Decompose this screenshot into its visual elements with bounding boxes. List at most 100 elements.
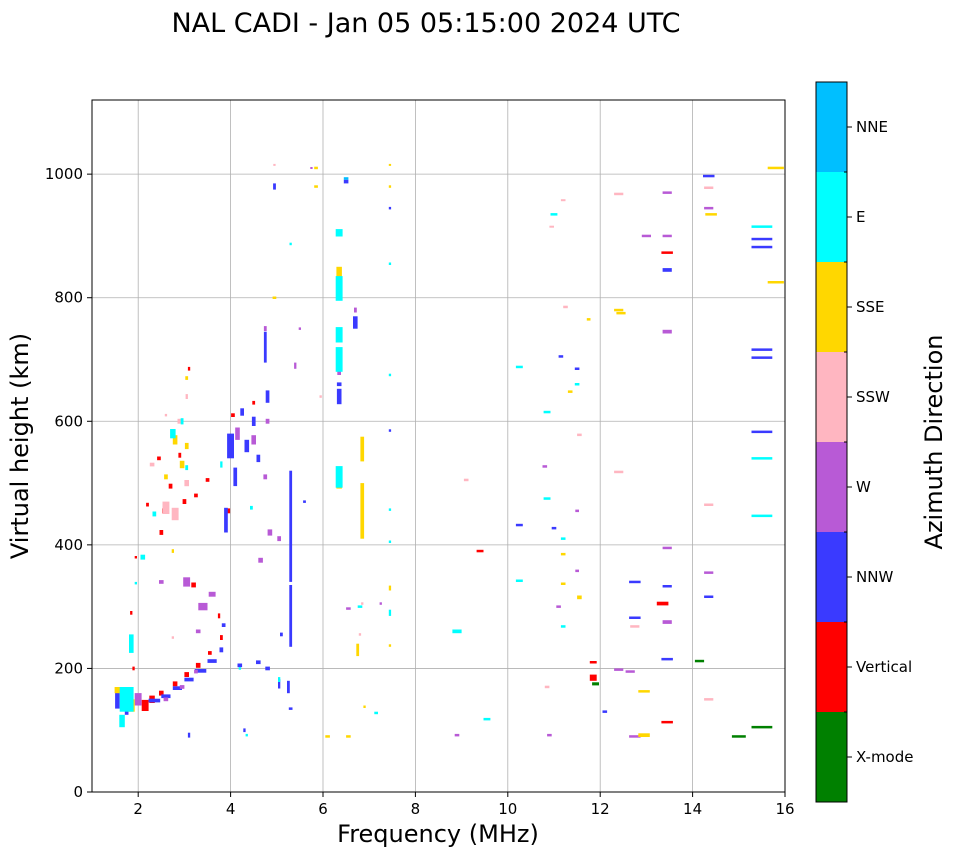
data-point — [544, 685, 550, 689]
data-point — [574, 383, 580, 386]
data-point — [346, 607, 351, 610]
colorbar-tick-label: NNW — [856, 568, 893, 586]
data-point — [179, 685, 185, 689]
data-point — [661, 657, 673, 661]
data-point — [343, 177, 349, 180]
data-point — [476, 549, 484, 553]
x-tick-label: 16 — [775, 800, 794, 818]
data-point — [374, 711, 378, 715]
data-point — [542, 465, 548, 468]
data-point — [220, 461, 223, 468]
data-point — [159, 580, 164, 584]
data-point — [336, 382, 342, 387]
data-point — [662, 329, 672, 334]
data-point — [751, 348, 773, 351]
data-point — [250, 505, 253, 510]
data-point — [185, 465, 189, 471]
data-point — [303, 500, 306, 503]
data-point — [602, 710, 608, 713]
y-tick-label: 600 — [54, 412, 83, 430]
data-point — [589, 674, 597, 681]
data-point — [567, 390, 573, 393]
data-point — [319, 395, 322, 398]
data-point — [483, 717, 491, 721]
data-point — [267, 529, 273, 536]
data-point — [220, 635, 223, 640]
data-point — [287, 680, 290, 694]
data-point — [195, 629, 201, 634]
data-point — [159, 530, 164, 535]
data-point — [129, 634, 134, 653]
data-point — [187, 366, 191, 371]
plot-area — [92, 100, 785, 792]
data-point — [159, 690, 164, 696]
data-point — [388, 429, 392, 432]
data-point — [134, 693, 142, 706]
data-point — [180, 418, 184, 425]
data-point — [357, 605, 363, 608]
data-point — [164, 413, 168, 417]
data-point — [265, 666, 270, 671]
data-point — [335, 229, 343, 237]
data-point — [187, 732, 191, 738]
data-point — [662, 191, 672, 194]
data-point — [171, 549, 174, 553]
data-point — [162, 501, 170, 514]
colorbar-segment — [816, 172, 847, 262]
data-point — [388, 508, 392, 511]
y-tick-label: 0 — [73, 783, 83, 801]
data-point — [148, 698, 161, 703]
data-point — [704, 698, 714, 701]
data-point — [560, 625, 566, 628]
data-point — [731, 735, 746, 738]
data-point — [146, 502, 149, 507]
data-point — [574, 367, 580, 370]
data-point — [194, 669, 198, 674]
data-point — [767, 281, 784, 284]
data-point — [662, 234, 672, 238]
data-point — [704, 186, 714, 189]
data-point — [363, 705, 366, 708]
colorbar-segment — [816, 712, 847, 802]
data-point — [577, 595, 582, 600]
data-point — [273, 163, 276, 166]
x-tick-label: 8 — [411, 800, 421, 818]
colorbar-segment — [816, 262, 847, 352]
data-point — [629, 580, 641, 584]
data-point — [205, 478, 210, 482]
data-point — [263, 331, 267, 363]
colorbar-segment — [816, 352, 847, 442]
data-point — [170, 429, 176, 439]
data-point — [256, 454, 261, 463]
data-point — [195, 662, 201, 668]
colorbar: X-mode Vertical NNW W SSW SSE E NNE — [815, 81, 913, 803]
data-point — [751, 430, 773, 434]
y-tick-label: 800 — [54, 289, 83, 307]
colorbar-tick-label: E — [856, 208, 865, 226]
data-point — [358, 633, 362, 636]
data-point — [134, 581, 137, 585]
data-point — [217, 613, 221, 619]
data-point — [235, 427, 240, 440]
data-point — [273, 183, 276, 190]
data-point — [252, 400, 256, 405]
data-point — [172, 681, 178, 687]
data-point — [289, 242, 292, 246]
data-point — [141, 699, 149, 711]
data-point — [543, 410, 551, 414]
data-point — [638, 733, 650, 737]
data-point — [353, 316, 358, 329]
data-point — [237, 663, 243, 668]
data-point — [515, 523, 523, 527]
data-point — [549, 225, 554, 228]
data-point — [298, 327, 301, 330]
data-point — [551, 526, 557, 530]
data-point — [336, 388, 342, 405]
colorbar-tick-label: NNE — [856, 118, 888, 136]
data-point — [198, 602, 208, 611]
data-point — [388, 206, 392, 210]
colorbar-tick-label: SSE — [856, 298, 885, 316]
data-point — [616, 311, 626, 315]
data-point — [149, 462, 155, 467]
data-point — [130, 611, 133, 615]
